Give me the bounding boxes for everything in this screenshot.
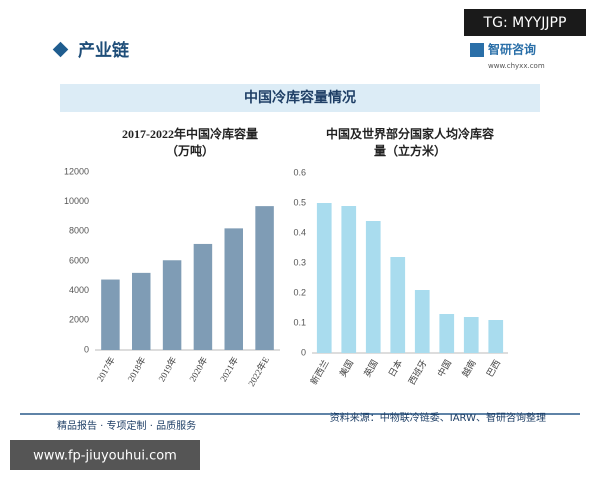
bar xyxy=(101,279,120,350)
bar xyxy=(132,272,151,350)
bar xyxy=(365,221,381,353)
bar xyxy=(390,257,406,353)
bar xyxy=(414,290,430,353)
y-tick-label: 12000 xyxy=(64,166,89,176)
site-text: www.fp-jiuyouhui.com xyxy=(33,449,177,464)
y-tick-label: 4000 xyxy=(69,285,89,295)
chart-title: 量（立方米） xyxy=(374,143,446,158)
y-tick-label: 0 xyxy=(301,347,306,357)
bar xyxy=(463,317,479,353)
y-tick-label: 0.6 xyxy=(293,167,306,177)
source-note: 资料来源：中物联冷链委、IARW、智研咨询整理 xyxy=(330,411,546,424)
y-tick-label: 0.2 xyxy=(293,287,306,297)
banner-title: 中国冷库容量情况 xyxy=(244,89,356,106)
chart-title: 2017-2022年中国冷库容量 xyxy=(122,126,258,141)
y-tick-label: 0.3 xyxy=(293,257,306,267)
tag-box xyxy=(464,9,586,36)
y-tick-label: 0.5 xyxy=(293,197,306,207)
logo-site: www.chyxx.com xyxy=(488,62,545,70)
y-tick-label: 0.4 xyxy=(293,227,306,237)
y-tick-label: 6000 xyxy=(69,255,89,265)
diamond-icon xyxy=(52,41,69,58)
banner xyxy=(60,84,540,112)
section-title: 产业链 xyxy=(78,40,130,61)
bar xyxy=(193,243,213,350)
bar xyxy=(488,320,504,353)
bar xyxy=(341,206,357,353)
bar xyxy=(316,203,332,353)
y-tick-label: 8000 xyxy=(69,226,89,236)
chart-title: 中国及世界部分国家人均冷库容 xyxy=(326,126,494,141)
bar xyxy=(255,206,274,350)
bar xyxy=(224,228,243,350)
tag: TG: MYYJJPP xyxy=(483,15,567,31)
y-tick-label: 2000 xyxy=(69,315,89,325)
logo-icon xyxy=(470,43,484,57)
footer-slogan: 精品报告 · 专项定制 · 品质服务 xyxy=(57,419,196,432)
site-box xyxy=(10,440,200,470)
logo-text: 智研咨询 xyxy=(487,42,536,57)
y-tick-label: 0.1 xyxy=(293,317,306,327)
bar xyxy=(162,260,182,350)
chart-title: （万吨） xyxy=(166,143,214,158)
y-tick-label: 10000 xyxy=(64,196,89,206)
y-tick-label: 0 xyxy=(84,344,89,354)
bar xyxy=(439,314,455,353)
